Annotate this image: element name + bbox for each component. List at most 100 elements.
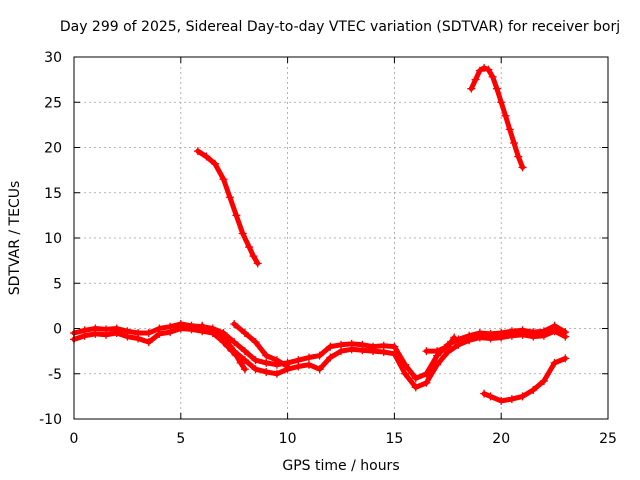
data-point [488, 72, 497, 81]
data-point [202, 152, 211, 161]
data-point [539, 331, 548, 340]
data-point [486, 392, 495, 401]
data-point [262, 351, 271, 360]
data-point [561, 354, 570, 363]
data-point [304, 360, 313, 369]
series-main-band-upper [70, 319, 570, 383]
data-point [144, 329, 153, 338]
data-point [112, 329, 121, 338]
x-tick-label: 10 [279, 431, 297, 447]
data-point [514, 152, 523, 161]
data-point [497, 333, 506, 342]
data-point [240, 365, 249, 374]
data-point [228, 347, 237, 356]
data-point [550, 327, 559, 336]
y-tick-label: 0 [53, 322, 62, 338]
data-point [223, 342, 232, 351]
data-point [529, 386, 538, 395]
data-point [91, 329, 100, 338]
data-point [123, 332, 132, 341]
data-point [507, 331, 516, 340]
data-point [198, 321, 207, 330]
data-point [443, 342, 452, 351]
chart-title: Day 299 of 2025, Sidereal Day-to-day VTE… [60, 19, 620, 35]
y-tick-label: 20 [44, 141, 62, 157]
data-point [232, 211, 241, 220]
data-point [102, 330, 111, 339]
data-point [379, 348, 388, 357]
y-tick-label: 5 [53, 276, 62, 292]
data-point [422, 378, 431, 387]
data-point [219, 175, 228, 184]
data-point [501, 111, 510, 120]
data-point [155, 329, 164, 338]
data-point [486, 334, 495, 343]
data-point [475, 333, 484, 342]
data-point [144, 338, 153, 347]
series-main-band-lower [70, 324, 570, 392]
series-trace [423, 335, 457, 354]
data-point [232, 351, 241, 360]
x-tick-label: 5 [176, 431, 185, 447]
x-axis-label: GPS time / hours [282, 458, 399, 474]
data-point [238, 229, 247, 238]
data-point [251, 365, 260, 374]
series-arc-5.8-8.6h [193, 147, 262, 268]
data-point [369, 347, 378, 356]
x-tick-label: 0 [70, 431, 79, 447]
series-arc-18.6-21h [467, 63, 527, 172]
data-point [193, 147, 202, 156]
data-point [240, 329, 249, 338]
x-tick-label: 25 [599, 431, 617, 447]
data-point [529, 332, 538, 341]
data-point [518, 163, 527, 172]
data-point [471, 75, 480, 84]
y-axis-label: SDTVAR / TECUs [7, 181, 23, 296]
data-point [467, 84, 476, 93]
data-point [390, 349, 399, 358]
data-point [230, 319, 239, 328]
data-point [507, 395, 516, 404]
data-point [176, 324, 185, 333]
data-point [475, 66, 484, 75]
data-point [358, 346, 367, 355]
data-point [225, 193, 234, 202]
data-point [465, 336, 474, 345]
data-point [236, 358, 245, 367]
series-hump-7.5-10h [230, 319, 292, 371]
data-point [210, 159, 219, 168]
y-tick-label: 15 [44, 186, 62, 202]
data-point [337, 347, 345, 356]
y-tick-label: -10 [39, 412, 62, 428]
plot-area [70, 63, 570, 405]
data-point [262, 358, 271, 367]
data-point [433, 360, 442, 369]
data-point [326, 342, 335, 351]
axis-ticks: 0 5 10 15 20 25 -10 -5 0 5 10 15 20 25 30 [39, 50, 617, 447]
data-point [208, 329, 217, 338]
data-point [518, 392, 527, 401]
data-point [433, 347, 442, 356]
data-point [253, 259, 262, 268]
data-point [315, 365, 324, 374]
data-point [539, 376, 548, 385]
series-tail-19.2-23h [480, 354, 570, 405]
data-point [497, 396, 506, 405]
data-point [492, 84, 501, 93]
data-point [505, 125, 514, 134]
data-point [262, 367, 271, 376]
series-trace [481, 355, 568, 404]
data-point [272, 356, 281, 365]
data-point [480, 389, 489, 398]
data-point [251, 356, 260, 365]
data-point [450, 333, 459, 342]
data-point [80, 331, 89, 340]
data-point [283, 362, 292, 371]
data-point [422, 347, 431, 356]
data-point [326, 353, 335, 362]
data-point [166, 328, 175, 337]
data-point [134, 334, 143, 343]
data-point [390, 342, 399, 351]
data-point [411, 374, 420, 383]
